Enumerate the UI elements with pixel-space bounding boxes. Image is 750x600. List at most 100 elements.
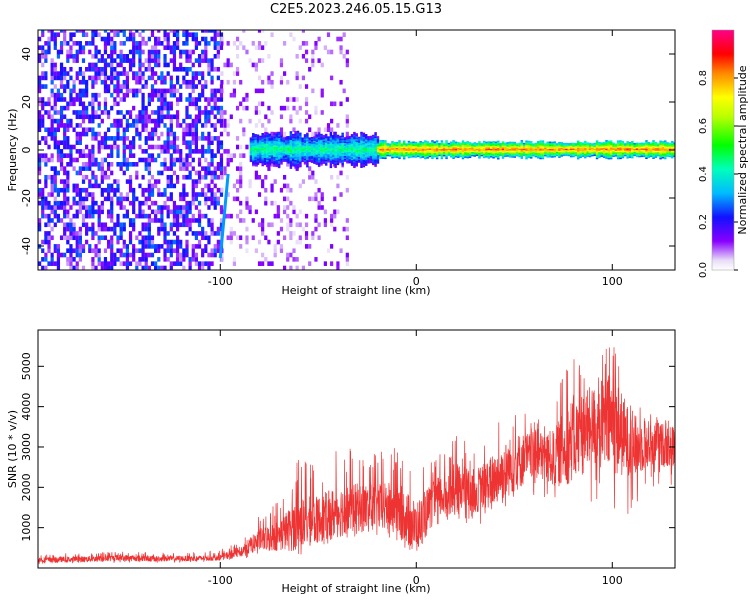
heatmap-cell: [283, 235, 287, 241]
heatmap-cell: [268, 135, 271, 137]
heatmap-cell: [197, 162, 202, 167]
heatmap-cell: [391, 156, 394, 159]
heatmap-cell: [414, 153, 418, 155]
heatmap-cell: [310, 158, 314, 161]
heatmap-cell: [256, 161, 260, 164]
heatmap-cell: [311, 58, 315, 63]
heatmap-cell: [185, 54, 189, 59]
heatmap-cell: [63, 187, 67, 193]
heatmap-cell: [179, 166, 183, 171]
heatmap-cell: [440, 148, 444, 151]
heatmap-cell: [350, 141, 354, 143]
heatmap-cell: [402, 144, 406, 147]
heatmap-cell: [106, 187, 111, 193]
heatmap-cell: [38, 222, 42, 228]
heatmap-cell: [402, 156, 406, 158]
heatmap-cell: [292, 231, 296, 236]
heatmap-cell: [91, 265, 95, 270]
heatmap-cell: [649, 142, 653, 145]
heatmap-cell: [197, 179, 202, 184]
heatmap-cell: [569, 145, 573, 148]
heatmap-cell: [301, 54, 306, 59]
heatmap-cell: [350, 147, 354, 149]
heatmap-cell: [412, 151, 415, 154]
y-tick-label: 40: [20, 47, 33, 61]
heatmap-cell: [621, 149, 625, 152]
heatmap-cell: [41, 71, 45, 76]
heatmap-cell: [332, 139, 335, 141]
heatmap-cell: [138, 213, 142, 219]
heatmap-cell: [175, 257, 180, 262]
heatmap-cell: [47, 235, 51, 241]
heatmap-cell: [254, 158, 257, 161]
heatmap-cell: [442, 146, 446, 148]
heatmap-cell: [497, 144, 500, 147]
heatmap-cell: [103, 265, 108, 270]
heatmap-cell: [97, 248, 101, 253]
heatmap-cell: [504, 142, 507, 145]
heatmap-cell: [273, 213, 277, 219]
heatmap-cell: [75, 157, 79, 163]
heatmap-cell: [201, 213, 205, 219]
heatmap-cell: [132, 222, 136, 228]
heatmap-cell: [393, 156, 397, 158]
heatmap-cell: [277, 143, 281, 146]
heatmap-cell: [63, 75, 67, 81]
heatmap-cell: [172, 49, 177, 55]
heatmap-cell: [283, 209, 287, 215]
heatmap-cell: [116, 218, 120, 223]
heatmap-cell: [204, 192, 208, 197]
heatmap-cell: [91, 257, 95, 262]
heatmap-cell: [69, 226, 73, 232]
heatmap-cell: [59, 75, 64, 81]
heatmap-cell: [299, 144, 302, 146]
heatmap-cell: [210, 226, 214, 232]
heatmap-cell: [266, 161, 269, 163]
heatmap-cell: [357, 151, 361, 153]
heatmap-cell: [440, 146, 444, 148]
heatmap-cell: [147, 218, 151, 223]
heatmap-cell: [478, 156, 481, 159]
heatmap-cell: [66, 123, 70, 128]
heatmap-cell: [518, 144, 521, 146]
heatmap-cell: [185, 84, 189, 89]
heatmap-cell: [371, 163, 375, 166]
heatmap-cell: [348, 143, 351, 145]
heatmap-cell: [386, 143, 389, 145]
heatmap-cell: [388, 144, 392, 147]
heatmap-cell: [560, 144, 564, 147]
heatmap-cell: [471, 154, 474, 157]
heatmap-cell: [471, 144, 474, 147]
heatmap-cell: [216, 54, 220, 59]
heatmap-cell: [296, 143, 300, 146]
heatmap-cell: [296, 136, 300, 139]
heatmap-cell: [125, 209, 130, 215]
heatmap-cell: [204, 170, 208, 176]
heatmap-cell: [341, 155, 344, 158]
heatmap-cell: [72, 88, 76, 94]
heatmap-cell: [282, 158, 286, 161]
heatmap-cell: [666, 153, 669, 156]
heatmap-cell: [232, 231, 237, 236]
heatmap-cell: [106, 265, 111, 270]
heatmap-cell: [633, 144, 636, 146]
heatmap-cell: [47, 231, 51, 236]
heatmap-cell: [299, 134, 302, 136]
heatmap-cell: [343, 154, 347, 157]
heatmap-cell: [544, 150, 547, 153]
heatmap-cell: [47, 218, 51, 223]
heatmap-cell: [119, 123, 123, 128]
heatmap-cell: [612, 151, 615, 153]
heatmap-cell: [379, 150, 382, 152]
heatmap-cell: [289, 265, 293, 270]
heatmap-cell: [147, 179, 151, 184]
heatmap-cell: [438, 145, 441, 148]
heatmap-cell: [160, 114, 164, 120]
heatmap-cell: [619, 156, 622, 158]
heatmap-cell: [163, 105, 167, 111]
heatmap-cell: [395, 149, 399, 151]
heatmap-cell: [172, 41, 177, 46]
heatmap-cell: [138, 248, 142, 253]
heatmap-cell: [303, 144, 307, 146]
heatmap-cell: [565, 151, 568, 154]
